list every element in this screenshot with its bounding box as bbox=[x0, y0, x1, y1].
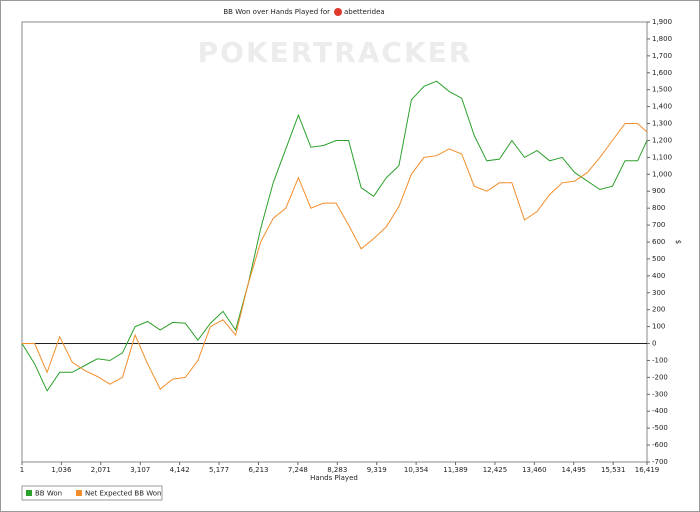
x-tick-label: 2,071 bbox=[91, 466, 111, 474]
legend-swatch bbox=[76, 490, 82, 496]
y-tick-label: 1,300 bbox=[652, 120, 672, 128]
legend-label: BB Won bbox=[35, 490, 62, 498]
y-tick-label: 500 bbox=[652, 255, 665, 263]
x-tick-label: 5,177 bbox=[209, 466, 229, 474]
y-tick-label: 1,800 bbox=[652, 35, 672, 43]
y-tick-label: 1,900 bbox=[652, 18, 672, 26]
y-tick-label: 300 bbox=[652, 289, 665, 297]
x-tick-label: 11,389 bbox=[443, 466, 468, 474]
plot-area bbox=[21, 21, 648, 463]
watermark: POKERTRACKER bbox=[198, 36, 473, 69]
x-tick-label: 14,495 bbox=[562, 466, 587, 474]
x-tick-label: 7,248 bbox=[288, 466, 308, 474]
series-line bbox=[21, 80, 648, 392]
y-tick-label: -500 bbox=[652, 424, 668, 432]
y-tick-label: 1,600 bbox=[652, 69, 672, 77]
chart-title: BB Won over Hands Played for bbox=[223, 8, 330, 16]
y-tick-label: 1,200 bbox=[652, 136, 672, 144]
legend-label: Net Expected BB Won bbox=[85, 490, 161, 498]
player-icon bbox=[334, 8, 342, 16]
y-tick-label: 900 bbox=[652, 187, 665, 195]
y-tick-label: -200 bbox=[652, 373, 668, 381]
x-axis-label: Hands Played bbox=[310, 474, 358, 482]
x-tick-label: 4,142 bbox=[170, 466, 190, 474]
x-tick-label: 6,213 bbox=[248, 466, 268, 474]
y-tick-label: -700 bbox=[652, 458, 668, 466]
x-tick-label: 12,425 bbox=[483, 466, 508, 474]
x-tick-label: 13,460 bbox=[522, 466, 547, 474]
x-tick-label: 16,419 bbox=[635, 466, 660, 474]
y-tick-label: 1,400 bbox=[652, 103, 672, 111]
player-name: abetteridea bbox=[344, 8, 385, 16]
y-tick-label: 100 bbox=[652, 323, 665, 331]
y-tick-label: 200 bbox=[652, 306, 665, 314]
y-axis-label: $ bbox=[674, 240, 682, 244]
y-tick-label: 0 bbox=[652, 340, 656, 348]
x-tick-label: 8,283 bbox=[327, 466, 347, 474]
y-tick-label: -100 bbox=[652, 356, 668, 364]
y-tick-label: -400 bbox=[652, 407, 668, 415]
y-tick-label: -600 bbox=[652, 441, 668, 449]
y-tick-label: 1,100 bbox=[652, 153, 672, 161]
x-tick-label: 1,036 bbox=[51, 466, 72, 474]
y-tick-label: 1,500 bbox=[652, 86, 672, 94]
y-tick-label: 1,700 bbox=[652, 52, 672, 60]
y-tick-label: -300 bbox=[652, 390, 668, 398]
series-line bbox=[22, 123, 648, 390]
y-tick-label: 600 bbox=[652, 238, 665, 246]
x-tick-label: 10,354 bbox=[404, 466, 429, 474]
y-tick-label: 800 bbox=[652, 204, 665, 212]
x-tick-label: 15,531 bbox=[601, 466, 626, 474]
x-tick-label: 3,107 bbox=[130, 466, 150, 474]
legend-swatch bbox=[26, 490, 32, 496]
y-tick-label: 700 bbox=[652, 221, 665, 229]
legend bbox=[21, 485, 163, 501]
x-tick-label: 1 bbox=[20, 466, 24, 474]
y-tick-label: 1,000 bbox=[652, 170, 672, 178]
x-tick-label: 9,319 bbox=[367, 466, 387, 474]
y-tick-label: 400 bbox=[652, 272, 665, 280]
